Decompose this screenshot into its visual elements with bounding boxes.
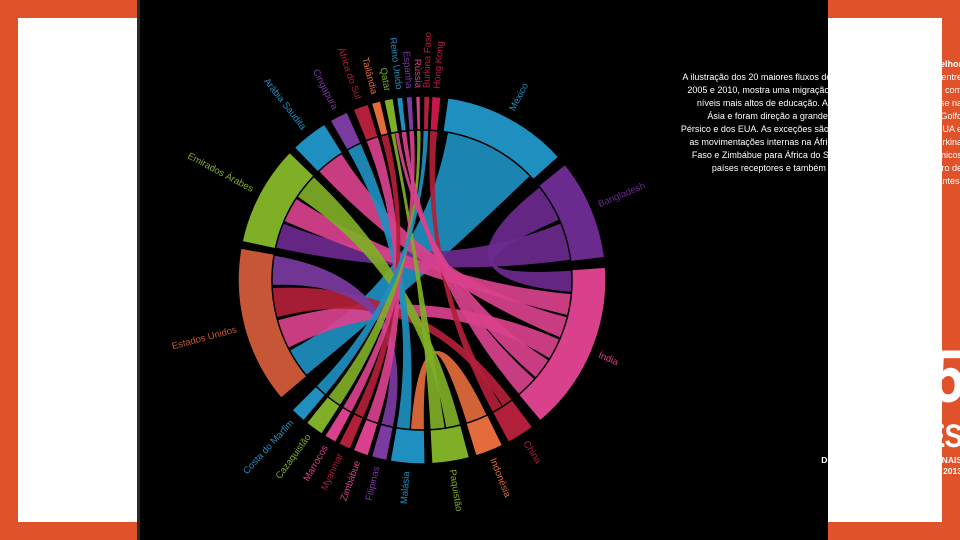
node-arc-23 [414,95,422,131]
node-arc-8 [370,423,395,462]
flow-ribbon-9 [410,351,487,430]
node-label-14: Estados Unidos [171,324,238,352]
flow-ribbon-20 [401,130,535,395]
node-arc-7 [389,426,426,465]
node-arc-12 [305,395,342,436]
node-label-9: Zimbábue [339,459,363,502]
description-paragraph: A ilustração dos 20 maiores fluxos de pa… [680,72,960,186]
node-arc-13 [290,385,327,423]
infographic-image: México Bangladesh Índia China Indonésia Paqui… [140,0,960,540]
flow-ribbon-19 [394,131,549,378]
node-label-23: Rússia [412,59,424,89]
flow-ribbon-2 [487,187,572,292]
node-arc-14 [237,247,309,400]
node-arc-15 [241,151,316,250]
node-arc-10 [337,412,365,451]
node-label-15: Emirados Árabes [186,151,256,195]
node-arc-18 [352,103,380,142]
migrants-unit: MILHÕES [842,418,960,454]
node-label-17: Cingapura [310,67,340,112]
caption-line-1: DE MIGRANTES INTERNACIONAIS [821,455,960,465]
node-label-16: Arábia Saudita [261,76,308,132]
node-arc-3 [517,266,607,423]
flow-ribbon-3 [275,223,571,268]
chord-diagram: México Bangladesh Índia China Indonésia Paqui… [171,32,647,512]
node-arc-16 [293,122,344,174]
migrants-number: 231,5 [829,335,960,418]
flow-ribbons [272,130,572,430]
node-arc-21 [395,96,408,133]
node-label-25: Hong Kong [432,41,447,89]
description-block: Em busca de uma vida melhor A ilustração… [678,58,960,188]
flow-ribbon-17 [328,130,421,406]
node-label-3: Índia [597,350,621,368]
flow-ribbon-10 [297,176,461,429]
node-arc-17 [328,110,362,152]
node-label-5: Indonésia [487,457,513,500]
node-label-4: China [521,439,544,466]
flow-ribbon-14 [366,136,400,424]
flow-ribbon-11 [391,132,445,430]
node-label-22: Espanha [400,51,414,90]
flow-ribbon-4 [284,198,572,316]
node-label-24: Burkina Faso [422,32,434,88]
node-arc-11 [323,406,353,444]
node-label-2: Bangladesh [597,180,647,210]
flow-ribbon-13 [272,255,398,428]
node-arc-19 [370,99,390,137]
node-label-18: África do Sul [335,46,363,100]
node-arc-1 [442,96,560,181]
node-arc-2 [537,163,606,263]
migrants-caption: DE MIGRANTES INTERNACIONAIS NO MUNDO EM … [678,455,960,477]
image-edge [137,0,140,540]
node-arc-20 [382,97,400,135]
node-arc-6 [429,423,471,465]
node-arc-25 [429,95,443,132]
node-arc-9 [352,418,380,457]
node-arcs [237,95,607,465]
node-arc-5 [464,413,504,457]
node-arc-24 [422,95,431,131]
node-arc-4 [491,398,534,444]
description-heading: Em busca de uma vida melhor [832,59,960,69]
node-label-7: Malásia [399,470,413,504]
node-label-20: Qatar [377,67,392,92]
node-label-8: Filipinas [364,465,383,502]
node-label-19: Tailândia [359,56,379,96]
node-label-1: México [507,81,531,113]
node-arc-22 [405,95,415,132]
node-label-6: Paquistão [447,469,464,512]
flow-ribbon-15 [354,133,401,418]
flow-ribbon-5 [318,153,568,338]
caption-line-2: NO MUNDO EM 2013 [878,466,960,476]
